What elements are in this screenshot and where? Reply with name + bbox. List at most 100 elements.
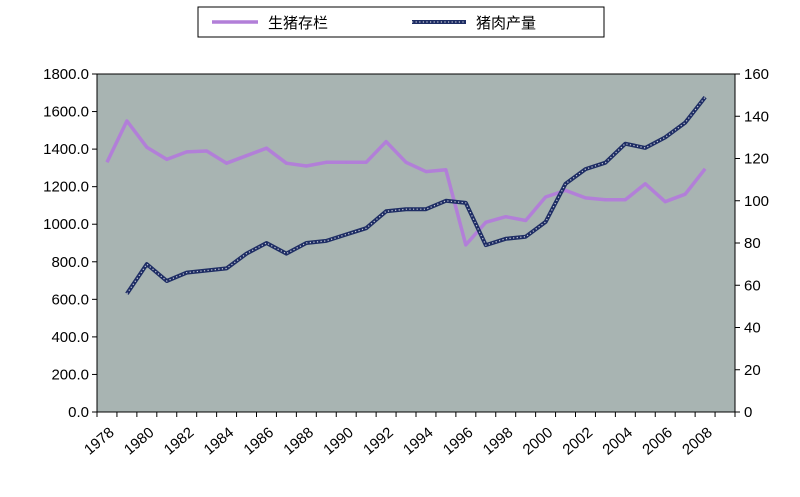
data-point: [445, 169, 447, 171]
x-tick-label: 2004: [599, 424, 635, 458]
data-point: [425, 208, 427, 210]
data-point: [684, 193, 686, 195]
data-point: [405, 208, 407, 210]
data-point: [205, 269, 207, 271]
data-point: [265, 147, 267, 149]
y-tick-label: 1600.0: [43, 104, 89, 121]
x-tick-label: 1982: [161, 424, 197, 458]
y2-tick-label: 120: [744, 151, 769, 168]
data-point: [544, 196, 546, 198]
data-point: [405, 161, 407, 163]
x-tick-label: 1994: [400, 424, 436, 458]
y2-tick-label: 40: [744, 320, 761, 337]
x-tick-label: 2008: [679, 424, 715, 458]
x-tick-label: 2002: [560, 424, 596, 458]
data-point: [524, 235, 526, 237]
y2-tick-label: 80: [744, 235, 761, 252]
data-point: [245, 154, 247, 156]
data-point: [465, 244, 467, 246]
data-point: [265, 242, 267, 244]
legend-label-0: 生猪存栏: [268, 14, 328, 32]
y-tick-label: 200.0: [51, 366, 89, 383]
data-point: [126, 120, 128, 122]
data-point: [325, 161, 327, 163]
data-point: [604, 199, 606, 201]
data-point: [365, 161, 367, 163]
x-tick-label: 2000: [520, 424, 556, 458]
legend: 生猪存栏 猪肉产量: [197, 6, 605, 38]
data-point: [644, 183, 646, 185]
data-point: [345, 161, 347, 163]
y-tick-label: 800.0: [51, 254, 89, 271]
data-point: [305, 165, 307, 167]
x-tick-label: 2006: [639, 424, 675, 458]
data-point: [644, 147, 646, 149]
data-point: [345, 233, 347, 235]
data-point: [684, 121, 686, 123]
data-point: [205, 150, 207, 152]
data-point: [425, 170, 427, 172]
data-point: [166, 158, 168, 160]
legend-box: [197, 6, 605, 38]
plot-area: 0.0 200.0 400.0 600.0 800.0 1000.0 1200.0 1400.…: [43, 66, 769, 459]
x-tick-label: 1998: [480, 424, 516, 458]
y2-tick-label: 100: [744, 193, 769, 210]
data-point: [624, 143, 626, 145]
data-point: [604, 162, 606, 164]
series-line-0: [105, 119, 707, 247]
data-point: [704, 96, 706, 98]
y2-tick-label: 20: [744, 362, 761, 379]
data-point: [664, 136, 666, 138]
y2-tick-label: 60: [744, 277, 761, 294]
data-point: [325, 240, 327, 242]
data-point: [146, 263, 148, 265]
data-point: [704, 168, 706, 170]
data-point: [385, 140, 387, 142]
y-tick-label: 600.0: [51, 291, 89, 308]
data-point: [465, 202, 467, 204]
y2-tick-label: 140: [744, 108, 769, 125]
data-point: [624, 199, 626, 201]
y-tick-label: 1800.0: [43, 66, 89, 83]
data-point: [225, 267, 227, 269]
x-tick-label: 1984: [201, 424, 237, 458]
data-point: [126, 293, 128, 295]
series-line-texture-1: [126, 96, 706, 295]
data-point: [166, 280, 168, 282]
data-point: [245, 252, 247, 254]
data-point: [564, 183, 566, 185]
data-point: [285, 162, 287, 164]
x-tick-label: 1996: [440, 424, 476, 458]
legend-label-1: 猪肉产量: [476, 14, 536, 32]
data-point: [285, 252, 287, 254]
x-tick-label: 1988: [280, 424, 316, 458]
y-tick-label: 1000.0: [43, 216, 89, 233]
data-point: [106, 161, 108, 163]
data-point: [225, 162, 227, 164]
x-tick-label: 1990: [320, 424, 356, 458]
data-point: [664, 200, 666, 202]
data-point: [365, 227, 367, 229]
y-tick-label: 0.0: [68, 404, 89, 421]
plot-background: [96, 73, 736, 413]
data-point: [186, 271, 188, 273]
data-point: [584, 168, 586, 170]
y-tick-label: 400.0: [51, 329, 89, 346]
data-point: [544, 221, 546, 223]
data-point: [385, 210, 387, 212]
data-point: [524, 219, 526, 221]
data-point: [186, 151, 188, 153]
data-point: [146, 146, 148, 148]
x-tick-label: 1980: [121, 424, 157, 458]
x-tick-label: 1992: [360, 424, 396, 458]
data-point: [505, 216, 507, 218]
data-point: [485, 221, 487, 223]
data-point: [505, 238, 507, 240]
y2-tick-label: 160: [744, 66, 769, 83]
x-tick-label: 1986: [241, 424, 277, 458]
y2-tick-label: 0: [744, 404, 752, 421]
x-tick-label: 1978: [81, 424, 117, 458]
data-point: [584, 197, 586, 199]
